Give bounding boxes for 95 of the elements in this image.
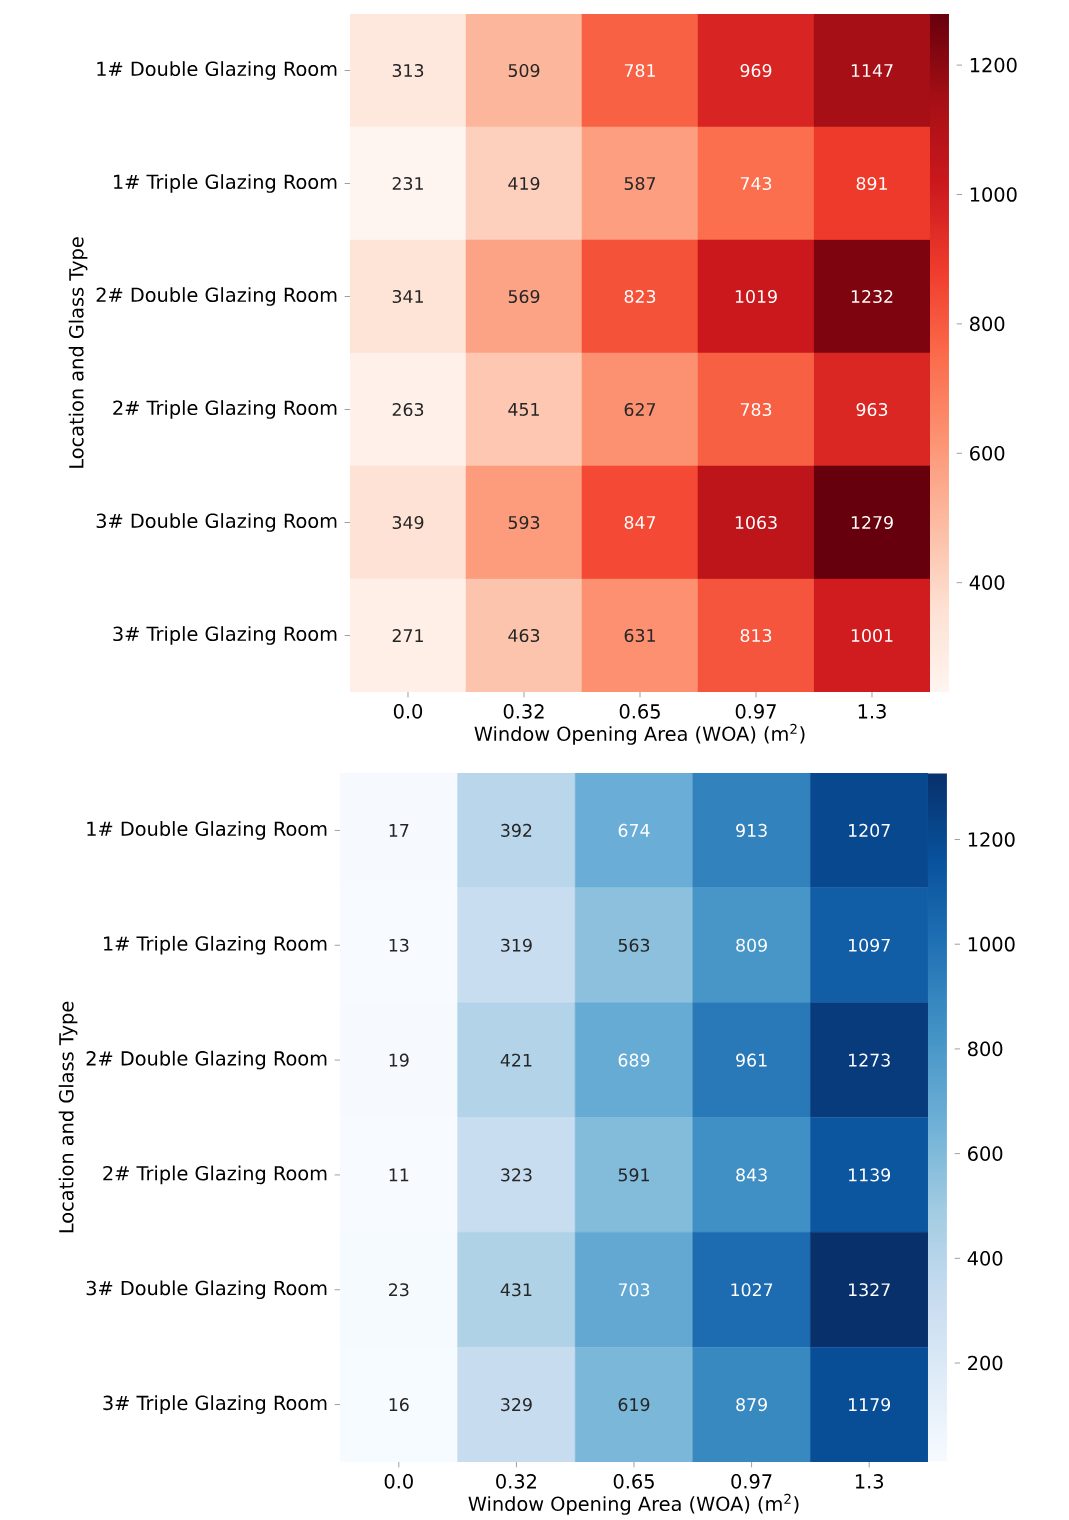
x-tick-label: 0.97 [735,704,776,719]
x-axis-title: Window Opening Area (WOA) (m$^{2}$) [474,723,805,745]
color-bar-label: 1200 [970,57,1017,73]
data-label: 1147 [851,64,893,77]
data-label: 313 [392,63,424,78]
data-label: 451 [508,403,539,416]
data-label: 1207 [849,823,890,837]
y-tick-label: 1# Triple Glazing Room [114,174,337,193]
data-label: 421 [500,1053,532,1067]
data-label: 431 [500,1283,532,1297]
data-label: 813 [740,628,772,643]
data-label: 231 [392,176,423,191]
data-label: 392 [501,823,532,837]
data-label: 969 [740,63,772,78]
data-label: 569 [508,289,540,304]
color-bar-label: 600 [970,445,1005,461]
data-label: 1001 [851,628,893,643]
x-tick-label: 0.97 [731,1474,772,1489]
data-label: 19 [389,1053,409,1067]
y-tick-label: 3# Double Glazing Room [86,1280,327,1300]
data-label: 329 [501,1398,532,1412]
color-bar-label: 800 [970,316,1005,332]
data-label: 323 [501,1168,532,1182]
y-tick-label: 1# Double Glazing Room [87,821,327,840]
data-label: 509 [508,63,540,78]
data-label: 1179 [849,1398,891,1412]
data-label: 913 [736,823,767,837]
y-tick-label: 2# Double Glazing Room [96,287,337,306]
y-tick-label: 2# Double Glazing Room [86,1050,327,1070]
data-label: 879 [736,1398,767,1412]
color-bar-label: 1000 [968,936,1015,952]
data-label: 963 [856,402,888,417]
data-label: 823 [624,289,656,304]
data-label: 674 [618,823,650,837]
data-label: 891 [856,176,887,191]
data-label: 1327 [849,1283,890,1297]
y-tick-label: 3# Triple Glazing Room [113,626,337,645]
x-tick-label: 1.3 [855,1474,884,1489]
data-label: 1019 [735,289,777,304]
data-label: 11 [389,1168,409,1182]
data-label: 563 [618,938,650,952]
data-label: 341 [392,289,423,304]
x-tick-label: 0.32 [496,1474,536,1489]
y-tick-label: 3# Triple Glazing Room [103,1395,327,1414]
data-label: 587 [624,176,656,191]
y-tick-label: 1# Triple Glazing Room [104,935,327,955]
x-tick-label: 0.0 [384,1474,413,1489]
data-label: 16 [389,1398,409,1412]
data-label: 1063 [735,515,777,530]
data-label: 17 [389,824,409,837]
data-label: 591 [618,1168,649,1182]
y-axis-title: Location and Glass Type [68,237,88,468]
data-label: 463 [508,628,540,643]
data-label: 689 [618,1053,650,1067]
data-label: 23 [389,1283,409,1297]
x-tick-label: 0.65 [613,1474,654,1489]
data-label: 843 [736,1168,767,1182]
data-label: 1097 [849,938,890,952]
color-bar-label: 200 [968,1355,1003,1371]
data-label: 703 [618,1283,650,1297]
y-tick-label: 1# Double Glazing Room [97,61,337,80]
data-label: 593 [508,515,540,530]
data-label: 619 [618,1398,650,1412]
color-bar-label: 400 [967,1251,1003,1266]
data-label: 783 [740,402,772,417]
data-label: 627 [624,402,656,417]
data-label: 1273 [849,1053,890,1067]
data-label: 743 [740,176,772,191]
x-axis-title: Window Opening Area (WOA) (m$^{2}$) [468,1493,799,1515]
data-label: 631 [624,628,655,643]
data-label: 809 [736,938,767,952]
color-bar-label: 600 [968,1146,1003,1161]
y-tick-label: 2# Triple Glazing Room [113,400,337,419]
x-tick-label: 0.32 [503,704,544,719]
data-label: 961 [736,1053,767,1067]
data-label: 349 [392,515,424,530]
x-tick-label: 0.65 [619,704,660,719]
y-tick-label: 3# Double Glazing Room [96,513,337,532]
data-label: 847 [624,515,656,530]
x-tick-label: 0.0 [393,704,423,719]
y-axis-title: Location and Glass Type [58,1001,78,1233]
data-label: 271 [392,629,423,642]
color-bar-label: 1000 [970,187,1017,202]
data-label: 13 [389,938,409,952]
data-label: 263 [392,402,424,417]
color-bar-label: 800 [968,1041,1003,1057]
data-label: 1232 [851,289,893,304]
x-tick-label: 1.3 [858,704,886,719]
data-label: 419 [508,176,540,191]
data-label: 781 [624,63,655,78]
data-label: 1027 [731,1283,773,1297]
color-bar-label: 400 [969,575,1005,590]
data-label: 319 [501,938,532,952]
color-bar-label: 1200 [968,832,1015,847]
y-tick-label: 2# Triple Glazing Room [103,1165,327,1185]
